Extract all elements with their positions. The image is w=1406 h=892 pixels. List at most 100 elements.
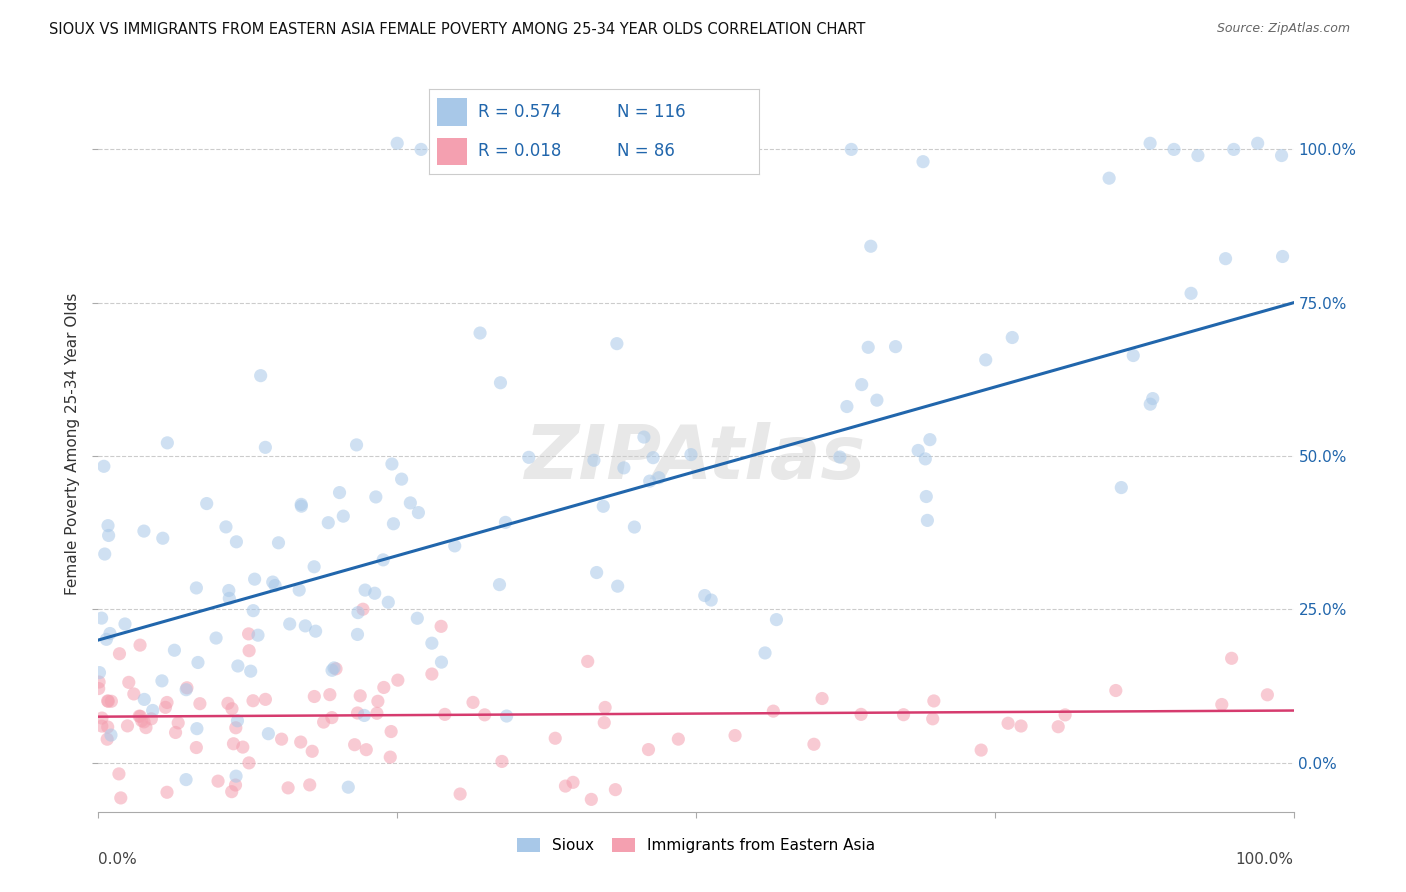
Point <box>1098 171 1121 186</box>
Point <box>605 782 627 797</box>
Point <box>131 714 153 728</box>
Point <box>277 780 299 795</box>
Point <box>186 581 208 595</box>
Point <box>762 704 785 718</box>
Point <box>349 689 371 703</box>
Point <box>186 740 208 755</box>
Point <box>290 497 312 511</box>
Point <box>693 589 716 603</box>
Point <box>323 661 346 675</box>
Point <box>356 742 378 756</box>
Point <box>849 707 872 722</box>
Point <box>132 714 155 729</box>
Point <box>288 582 311 597</box>
Point <box>97 694 120 708</box>
Point <box>613 461 636 475</box>
Point <box>1054 707 1077 722</box>
Point <box>623 520 645 534</box>
Point <box>911 154 934 169</box>
Point <box>970 743 993 757</box>
Point <box>142 703 165 717</box>
Point <box>156 785 179 799</box>
Point <box>205 631 228 645</box>
Point <box>430 655 453 669</box>
Point <box>917 513 939 527</box>
Point <box>135 721 157 735</box>
Point <box>364 490 387 504</box>
Bar <box>437 98 467 126</box>
Text: 100.0%: 100.0% <box>1236 852 1294 867</box>
Point <box>382 516 405 531</box>
Point <box>915 490 938 504</box>
Point <box>152 531 174 545</box>
Point <box>232 740 254 755</box>
Point <box>217 696 239 710</box>
Point <box>321 663 343 677</box>
Point <box>366 706 388 721</box>
Point <box>188 697 211 711</box>
Point <box>87 675 110 690</box>
Point <box>491 755 513 769</box>
Point <box>765 613 787 627</box>
Point <box>186 722 208 736</box>
Point <box>581 792 603 806</box>
Point <box>267 536 290 550</box>
Text: R = 0.018: R = 0.018 <box>478 143 562 161</box>
Point <box>290 735 312 749</box>
Point <box>884 340 907 354</box>
Point <box>243 572 266 586</box>
Point <box>1001 330 1024 344</box>
Point <box>246 628 269 642</box>
Point <box>304 624 326 639</box>
Point <box>494 516 516 530</box>
Point <box>117 719 139 733</box>
Point <box>163 643 186 657</box>
Point <box>606 336 628 351</box>
Point <box>301 744 323 758</box>
Point <box>828 450 851 464</box>
Point <box>96 732 118 747</box>
Point <box>921 712 943 726</box>
Text: Source: ZipAtlas.com: Source: ZipAtlas.com <box>1216 22 1350 36</box>
Point <box>242 694 264 708</box>
Point <box>304 690 326 704</box>
Point <box>90 711 112 725</box>
Point <box>242 604 264 618</box>
Point <box>408 506 430 520</box>
Point <box>150 673 173 688</box>
Point <box>666 732 689 747</box>
Point <box>434 130 457 145</box>
Point <box>420 667 443 681</box>
Point <box>332 509 354 524</box>
Point <box>97 694 120 708</box>
Point <box>638 474 661 488</box>
Point <box>174 772 197 787</box>
Point <box>100 728 122 742</box>
Point <box>1180 286 1202 301</box>
Point <box>239 664 262 678</box>
Point <box>433 707 456 722</box>
Point <box>679 448 702 462</box>
Point <box>100 694 122 708</box>
Point <box>302 559 325 574</box>
Point <box>347 606 370 620</box>
Point <box>141 712 163 726</box>
Point <box>373 553 395 567</box>
Point <box>110 791 132 805</box>
Point <box>156 696 179 710</box>
Point <box>380 724 402 739</box>
Point <box>1247 136 1270 151</box>
Point <box>364 586 387 600</box>
Point <box>461 695 484 709</box>
Point <box>1223 143 1246 157</box>
Point <box>218 583 240 598</box>
Point <box>724 729 747 743</box>
Point <box>328 485 350 500</box>
Point <box>377 595 399 609</box>
Point <box>156 435 179 450</box>
Point <box>167 715 190 730</box>
Point <box>129 638 152 652</box>
Point <box>859 239 882 253</box>
Legend: Sioux, Immigrants from Eastern Asia: Sioux, Immigrants from Eastern Asia <box>510 831 882 859</box>
Point <box>1105 683 1128 698</box>
